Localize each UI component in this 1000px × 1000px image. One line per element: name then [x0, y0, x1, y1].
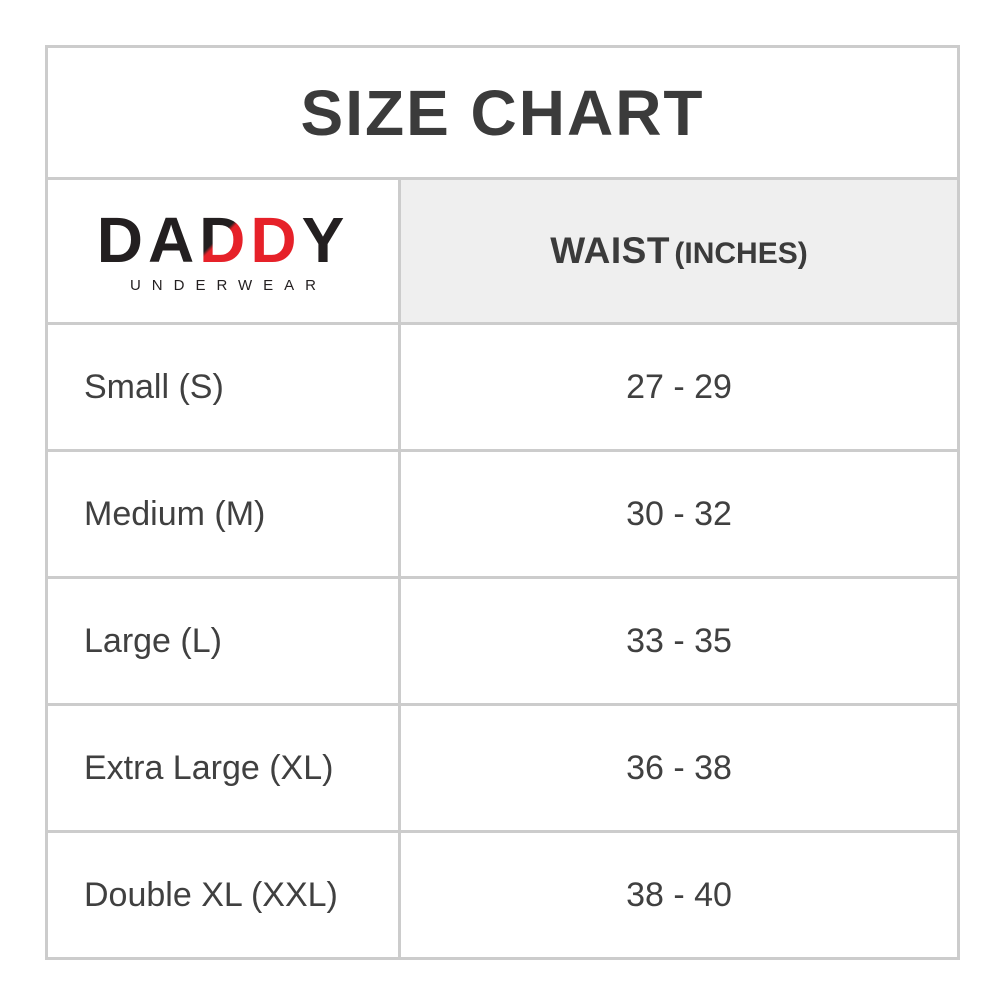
- header-row: DADDY UNDERWEAR WAIST (INCHES): [45, 177, 960, 325]
- waist-cell: 33 - 35: [398, 576, 960, 706]
- brand-wordmark: DADDY: [97, 208, 350, 272]
- waist-header-label: WAIST: [550, 230, 670, 271]
- table-row: Extra Large (XL) 36 - 38: [45, 703, 960, 833]
- waist-header-unit: (INCHES): [674, 237, 808, 270]
- waist-cell: 38 - 40: [398, 830, 960, 960]
- daddy-underwear-logo: DADDY UNDERWEAR: [97, 208, 350, 293]
- size-cell: Large (L): [45, 576, 401, 706]
- page-title: SIZE CHART: [300, 76, 705, 149]
- wordmark-dd: DD: [199, 203, 302, 276]
- wordmark-y: Y: [301, 203, 350, 276]
- wordmark-da: DA: [96, 203, 200, 276]
- brand-subtitle: UNDERWEAR: [129, 276, 328, 294]
- waist-column-header: WAIST (INCHES): [398, 177, 960, 325]
- table-row: Small (S) 27 - 29: [45, 322, 960, 452]
- size-cell: Medium (M): [45, 449, 401, 579]
- size-cell: Extra Large (XL): [45, 703, 401, 833]
- size-cell: Small (S): [45, 322, 401, 452]
- waist-cell: 27 - 29: [398, 322, 960, 452]
- size-chart-table: SIZE CHART DADDY UNDERWEAR WAIST (INCHES…: [45, 45, 960, 960]
- brand-logo-cell: DADDY UNDERWEAR: [45, 177, 401, 325]
- table-row: Large (L) 33 - 35: [45, 576, 960, 706]
- size-cell: Double XL (XXL): [45, 830, 401, 960]
- waist-cell: 36 - 38: [398, 703, 960, 833]
- waist-cell: 30 - 32: [398, 449, 960, 579]
- title-cell: SIZE CHART: [45, 45, 960, 180]
- table-row: Double XL (XXL) 38 - 40: [45, 830, 960, 960]
- table-row: Medium (M) 30 - 32: [45, 449, 960, 579]
- title-row: SIZE CHART: [45, 45, 960, 180]
